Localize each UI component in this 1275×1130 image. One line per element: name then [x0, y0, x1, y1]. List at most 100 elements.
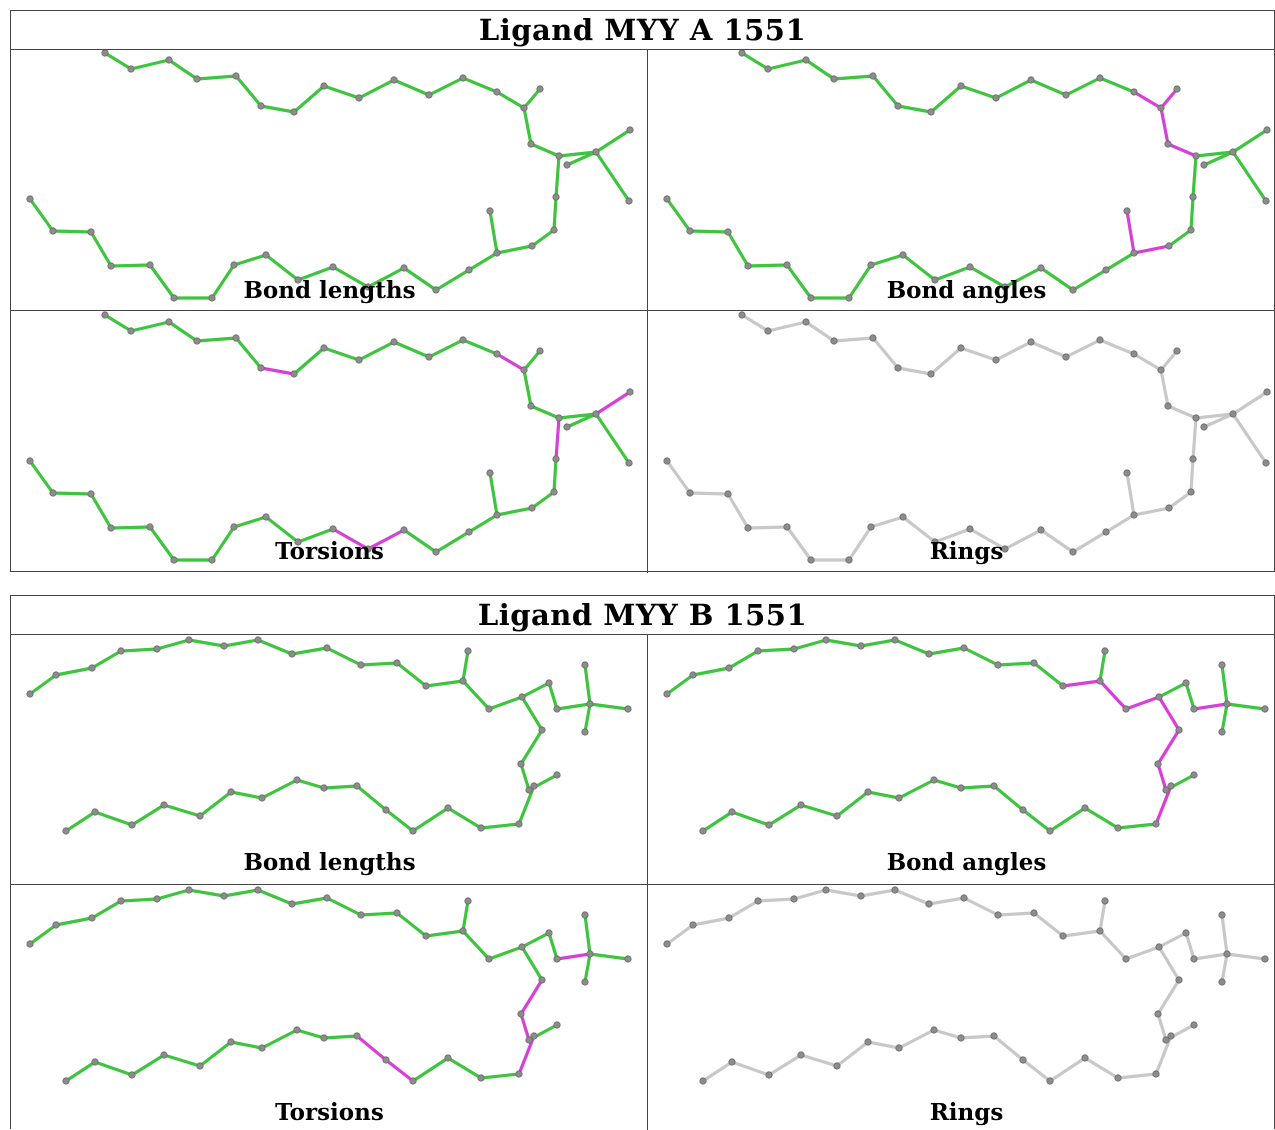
bond-line — [1194, 150, 1235, 158]
bond-line — [411, 1056, 450, 1083]
atom-node — [382, 806, 390, 814]
bond-line — [959, 1034, 996, 1040]
atom-node — [925, 650, 933, 658]
atom-node — [62, 1077, 70, 1085]
atom-node — [626, 388, 634, 396]
atom-node — [515, 1070, 523, 1078]
atom-node — [257, 364, 265, 372]
atom-node — [1130, 249, 1138, 257]
atom-node — [764, 327, 772, 335]
bond-line — [1189, 195, 1195, 232]
bond-line — [64, 1060, 97, 1083]
atom-node — [1102, 266, 1110, 274]
atom-node — [485, 955, 493, 963]
ligand-block-b: Ligand MYY B 1551 Bond lengths Bond angl… — [10, 595, 1275, 1130]
bond-line — [1159, 106, 1170, 146]
bond-line — [366, 266, 406, 289]
atom-node — [1190, 771, 1198, 779]
atom-node — [185, 886, 193, 894]
bond-line — [1194, 412, 1235, 420]
bond-line — [1071, 530, 1108, 554]
atom-node — [520, 104, 528, 112]
bond-line — [932, 778, 963, 790]
bond-line — [1157, 681, 1188, 699]
molecule-diagram — [26, 311, 634, 564]
bond-line — [148, 263, 176, 300]
atom-node — [728, 808, 736, 816]
atom-node — [1190, 955, 1198, 963]
bond-line — [1032, 661, 1065, 688]
bond-line — [588, 702, 630, 711]
atom-node — [422, 682, 430, 690]
bond-line — [495, 244, 534, 255]
bond-line — [1156, 762, 1168, 792]
atom-node — [294, 538, 302, 546]
bond-line — [520, 681, 551, 699]
atom-node — [193, 337, 201, 345]
bond-line — [93, 810, 134, 827]
bond-line — [488, 471, 499, 517]
atom-node — [1037, 264, 1045, 272]
atom-node — [128, 1071, 136, 1079]
atom-node — [1027, 338, 1035, 346]
atom-node — [869, 334, 877, 342]
atom-node — [459, 927, 467, 935]
bond-line — [929, 84, 963, 114]
bond-line — [264, 253, 300, 282]
bond-line — [28, 923, 58, 946]
atom-node — [320, 344, 328, 352]
atom-node — [230, 523, 238, 531]
atom-node — [686, 227, 694, 235]
atom-node — [232, 72, 240, 80]
bond-line — [552, 457, 558, 494]
atom-node — [927, 370, 935, 378]
panel-caption: Bond angles — [886, 849, 1047, 876]
atom-node — [1190, 705, 1198, 713]
bond-line — [1157, 945, 1181, 982]
atom-node — [493, 249, 501, 257]
atom-node — [1130, 350, 1138, 358]
atom-node — [193, 75, 201, 83]
atom-node — [1123, 207, 1131, 215]
atom-node — [293, 776, 301, 784]
bond-line — [529, 142, 561, 158]
bond-line — [331, 265, 370, 289]
atom-node — [477, 1074, 485, 1082]
atom-node — [626, 126, 634, 134]
bond-line — [994, 340, 1033, 362]
atom-node — [208, 294, 216, 302]
atom-node — [790, 645, 798, 653]
bond-line — [1029, 340, 1068, 359]
atom-node — [895, 794, 903, 802]
bond-line — [740, 51, 770, 71]
bond-line — [487, 695, 524, 711]
atom-node — [87, 228, 95, 236]
bond-line — [688, 229, 730, 234]
atom-node — [1155, 693, 1163, 701]
bond-line — [1202, 150, 1235, 167]
bond-line — [929, 346, 963, 376]
bond-line — [824, 638, 863, 648]
bond-line — [832, 336, 875, 343]
bond-line — [996, 911, 1036, 917]
bond-line — [1125, 471, 1136, 517]
bond-line — [366, 528, 406, 551]
molecule-diagram — [663, 636, 1269, 835]
bond-line — [467, 513, 499, 534]
bond-line — [933, 527, 972, 544]
atom-node — [545, 679, 553, 687]
atom-node — [1037, 526, 1045, 534]
bond-line — [488, 209, 499, 255]
bond-line — [109, 525, 152, 530]
panel-bond-angles: Bond angles — [648, 50, 1275, 310]
atom-node — [170, 556, 178, 564]
atom-node — [1046, 1077, 1054, 1085]
bond-line — [1167, 228, 1193, 248]
atom-node — [1192, 414, 1200, 422]
atom-node — [127, 65, 135, 73]
atom-node — [254, 886, 262, 894]
bond-line — [1098, 649, 1107, 683]
atom-node — [536, 347, 544, 355]
atom-node — [1059, 682, 1067, 690]
atom-node — [26, 690, 34, 698]
